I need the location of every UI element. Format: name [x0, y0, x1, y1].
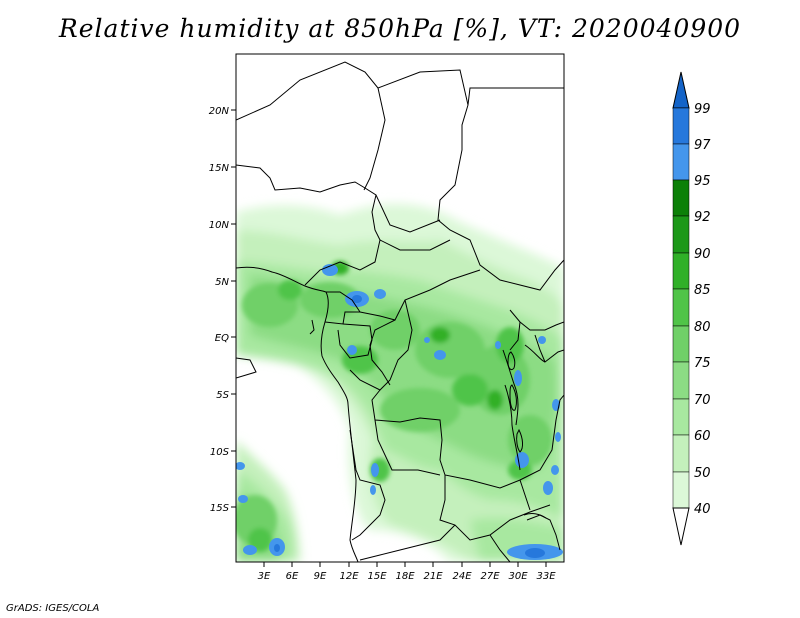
lat-tick-label: 5N: [215, 277, 229, 288]
colorbar-label: 60: [694, 429, 711, 444]
colorbar-label: 70: [694, 393, 711, 408]
humidity-field: [236, 203, 564, 562]
colorbar-label: 40: [694, 502, 711, 517]
colorbar-label: 80: [694, 320, 711, 335]
map-title: Relative humidity at 850hPa [%], VT: 202…: [58, 14, 742, 43]
colorbar-label: 90: [694, 247, 711, 262]
lat-tick-label: 10N: [209, 220, 230, 231]
lat-tick-label: 15N: [209, 163, 230, 174]
country-boundaries: [236, 61, 564, 562]
high-humidity-spots: [236, 264, 563, 560]
colorbar-label: 85: [694, 283, 711, 298]
lon-tick-label: 30E: [508, 571, 528, 582]
lat-tick-label: EQ: [215, 333, 229, 344]
lon-tick-label: 6E: [286, 571, 299, 582]
latitude-axis: 20N 15N 10N 5N EQ 5S 10S 15S: [209, 106, 236, 514]
lon-tick-label: 21E: [423, 571, 443, 582]
lon-tick-label: 18E: [395, 571, 415, 582]
lon-tick-label: 27E: [480, 571, 500, 582]
colorbar: 99 97 95 92 90 85 80 75 70 60 50 40: [672, 71, 711, 546]
colorbar-segment: [672, 252, 690, 290]
lon-tick-label: 24E: [452, 571, 472, 582]
colorbar-label: 99: [694, 102, 711, 117]
lat-tick-label: 5S: [216, 390, 229, 401]
colorbar-segment: [672, 434, 690, 473]
lon-tick-label: 15E: [367, 571, 387, 582]
colorbar-segment: [672, 398, 690, 436]
colorbar-segment: [672, 361, 690, 400]
colorbar-segment: [672, 107, 690, 145]
longitude-axis: 3E 6E 9E 12E 15E 18E 21E 24E 27E 30E 33E: [258, 562, 556, 582]
lat-tick-label: 10S: [210, 447, 230, 458]
lon-tick-label: 33E: [536, 571, 556, 582]
lat-tick-label: 20N: [209, 106, 230, 117]
colorbar-segment: [672, 143, 690, 181]
colorbar-segment: [672, 215, 690, 254]
colorbar-segment: [672, 325, 690, 363]
colorbar-label: 75: [694, 356, 711, 371]
lon-tick-label: 12E: [339, 571, 359, 582]
colorbar-segment: [672, 471, 690, 509]
grads-credit: GrADS: IGES/COLA: [6, 603, 100, 614]
colorbar-segment: [672, 288, 690, 327]
lon-tick-label: 3E: [258, 571, 271, 582]
colorbar-label: 50: [694, 466, 711, 481]
colorbar-segment: [672, 179, 690, 217]
lat-tick-label: 15S: [210, 503, 230, 514]
colorbar-label: 95: [694, 174, 711, 189]
colorbar-top-arrow: [672, 71, 690, 109]
lon-tick-label: 9E: [314, 571, 327, 582]
colorbar-label: 97: [694, 138, 711, 153]
map-frame: [235, 53, 565, 563]
colorbar-label: 92: [694, 210, 711, 225]
colorbar-bottom-arrow: [672, 507, 690, 546]
